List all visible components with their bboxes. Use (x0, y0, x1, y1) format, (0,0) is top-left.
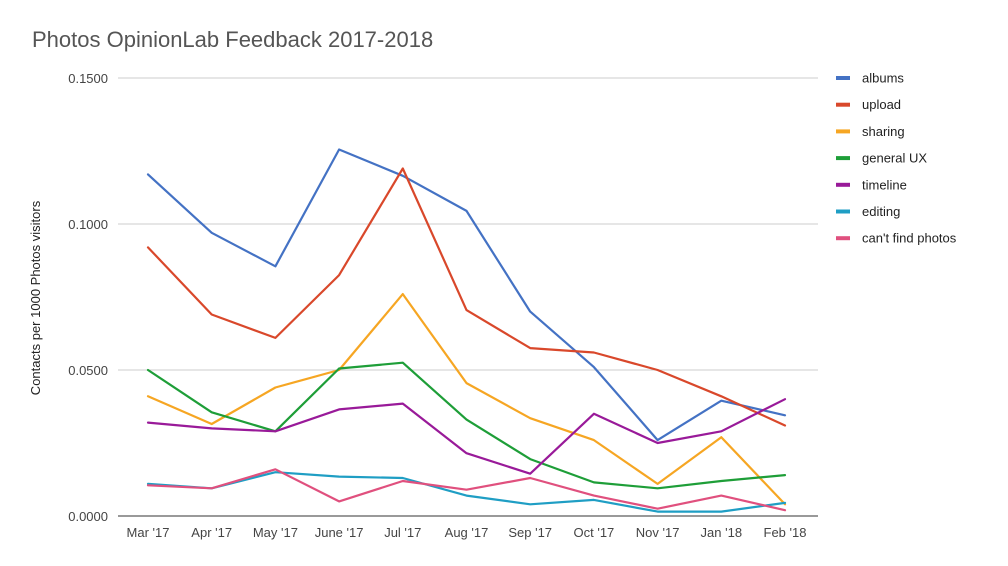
x-tick-label: Mar '17 (127, 525, 170, 540)
series-line-general-ux (146, 361, 787, 490)
legend-label-can-t-find-photos: can't find photos (862, 231, 957, 246)
x-tick-label: May '17 (253, 525, 298, 540)
series-line-sharing (146, 293, 787, 506)
x-tick-label: Apr '17 (191, 525, 232, 540)
series-line-editing (146, 471, 787, 513)
x-tick-label: Sep '17 (508, 525, 552, 540)
series-line-timeline (146, 398, 787, 475)
legend-label-editing: editing (862, 204, 900, 219)
legend-label-sharing: sharing (862, 124, 905, 139)
x-tick-label: Jan '18 (701, 525, 743, 540)
legend: albums upload sharing general UX timeline edi… (836, 71, 957, 246)
series-line-can-t-find-photos (146, 468, 787, 512)
x-tick-label: Feb '18 (764, 525, 807, 540)
legend-swatch-albums (836, 76, 850, 80)
legend-swatch-timeline (836, 182, 850, 187)
x-tick-label: Aug '17 (445, 525, 489, 540)
gridlines (118, 77, 818, 517)
y-tick-label: 0.0500 (68, 363, 108, 378)
legend-label-timeline: timeline (862, 177, 907, 192)
series-line-albums (146, 148, 787, 442)
x-axis-ticks: Mar '17 Apr '17 May '17 June '17 Jul '17 Aug … (127, 525, 807, 540)
legend-swatch-general-ux (836, 156, 850, 161)
legend-swatch-upload (836, 102, 850, 107)
legend-label-upload: upload (862, 97, 901, 112)
legend-swatch-can-t-find-photos (836, 236, 850, 241)
legend-label-albums: albums (862, 71, 904, 86)
x-tick-label: Oct '17 (574, 525, 615, 540)
x-tick-label: Nov '17 (636, 525, 680, 540)
y-axis-ticks: 0.0000 0.0500 0.1000 0.1500 (68, 71, 108, 524)
legend-swatch-sharing (836, 129, 850, 134)
y-axis-label: Contacts per 1000 Photos visitors (28, 200, 43, 395)
y-tick-label: 0.1000 (68, 217, 108, 232)
chart-title: Photos OpinionLab Feedback 2017-2018 (32, 27, 433, 52)
x-tick-label: Jul '17 (384, 525, 421, 540)
y-tick-label: 0.1500 (68, 71, 108, 86)
y-tick-label: 0.0000 (68, 509, 108, 524)
legend-swatch-editing (836, 209, 850, 214)
series-lines (146, 148, 787, 513)
legend-label-general-ux: general UX (862, 151, 927, 166)
x-tick-label: June '17 (315, 525, 364, 540)
series-line-upload (146, 167, 787, 427)
